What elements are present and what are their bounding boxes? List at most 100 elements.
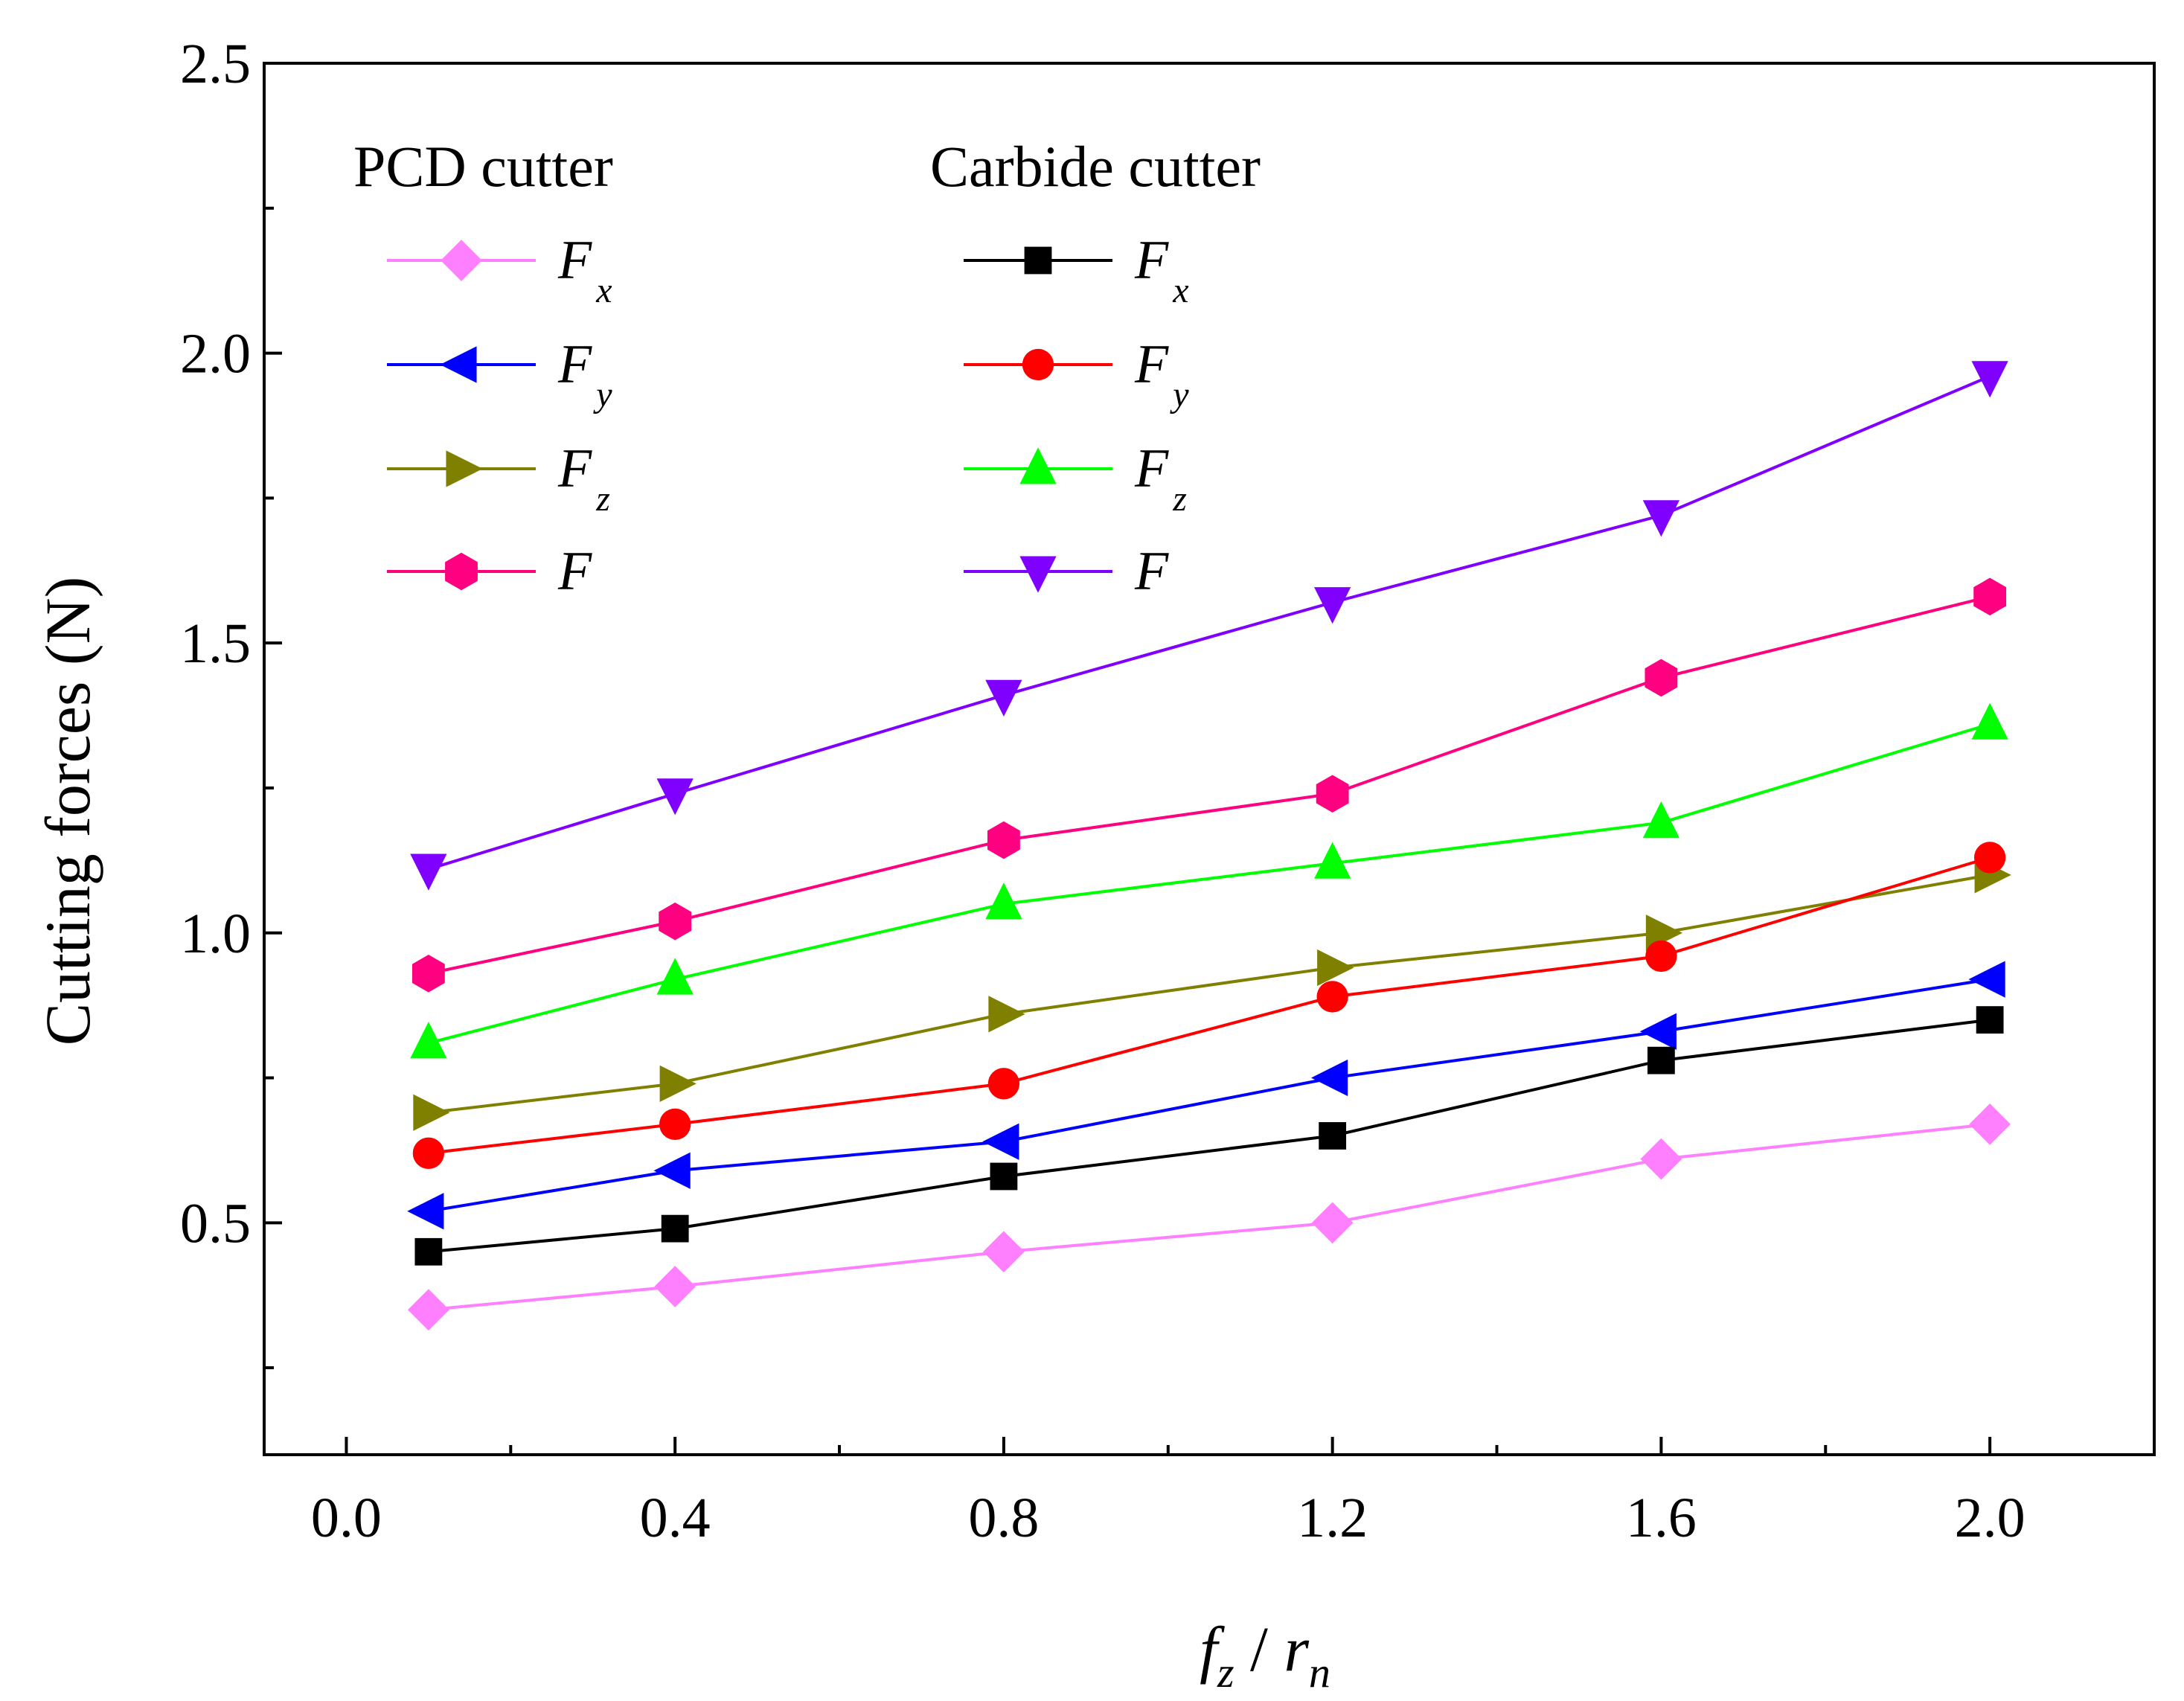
marker-square xyxy=(1319,1122,1347,1150)
x-tick-label: 0.0 xyxy=(311,1487,382,1549)
marker-triangle-left xyxy=(1310,1059,1348,1097)
legend-label-sub: y xyxy=(1169,375,1189,414)
series-carbide-fy xyxy=(412,842,2006,1169)
marker-circle xyxy=(1022,348,1054,381)
marker-diamond xyxy=(983,1231,1025,1273)
series-line xyxy=(428,978,1991,1213)
series-line xyxy=(428,873,1991,1115)
marker-square xyxy=(1976,1006,2004,1034)
axes-group: 0.0 0.4 0.8 1.2 1.6 2.0 0.5 1.0 1.5 2.0 2.5 xyxy=(180,33,2156,1549)
legend-label-main: F xyxy=(557,541,592,602)
legend-label-sub: x xyxy=(595,271,612,310)
series-carbide-fx xyxy=(414,1006,2004,1266)
marker-diamond xyxy=(441,240,482,281)
y-tick-label: 0.5 xyxy=(180,1192,251,1255)
marker-circle xyxy=(1645,940,1677,973)
marker-square xyxy=(990,1162,1018,1191)
marker-square xyxy=(1647,1046,1675,1074)
y-tick-label: 2.0 xyxy=(180,323,251,385)
x-axis-title-sub-n: n xyxy=(1309,1648,1330,1697)
marker-diamond xyxy=(1640,1138,1682,1180)
series-line xyxy=(428,856,1991,1155)
marker-triangle-down xyxy=(985,679,1022,717)
marker-triangle-down xyxy=(656,778,694,816)
legend-heading-carbide: Carbide cutter xyxy=(930,134,1261,199)
marker-diamond xyxy=(1969,1103,2011,1145)
marker-triangle-right xyxy=(1317,949,1354,987)
marker-circle xyxy=(1973,842,2006,874)
marker-triangle-left xyxy=(653,1152,691,1189)
x-axis-title-sep: / xyxy=(1234,1613,1284,1685)
series-line xyxy=(428,723,1991,1045)
series-group xyxy=(407,361,2011,1331)
marker-triangle-left xyxy=(982,1123,1019,1160)
marker-hexagon xyxy=(1973,577,2007,616)
legend-label: F xyxy=(557,541,592,602)
series-line xyxy=(428,374,1991,871)
marker-square xyxy=(661,1214,689,1243)
x-tick-label: 1.6 xyxy=(1626,1487,1697,1549)
marker-hexagon xyxy=(987,821,1020,859)
legend-label-sub: x xyxy=(1172,271,1188,310)
marker-triangle-left xyxy=(1968,961,2005,998)
marker-triangle-left xyxy=(407,1193,444,1230)
marker-triangle-up xyxy=(1019,447,1057,484)
series-pcd-fy xyxy=(407,961,2005,1230)
legend-label-main: F xyxy=(557,334,592,395)
marker-circle xyxy=(987,1068,1020,1100)
legend-label-sub: z xyxy=(1172,479,1187,519)
series-pcd-fz xyxy=(413,856,2011,1131)
legend-item: F xyxy=(964,541,1169,602)
marker-circle xyxy=(659,1108,691,1141)
marker-triangle-up xyxy=(1971,702,2008,740)
x-axis-title: fz / rn xyxy=(1200,1613,1330,1697)
marker-hexagon xyxy=(1645,659,1678,697)
y-tick-label: 1.0 xyxy=(180,903,251,965)
marker-triangle-right xyxy=(988,996,1025,1033)
marker-triangle-up xyxy=(985,882,1022,920)
series-pcd-f xyxy=(411,577,2007,993)
marker-diamond xyxy=(654,1266,696,1307)
x-tick-label: 0.4 xyxy=(640,1487,711,1549)
y-axis-title: Cutting forces (N) xyxy=(32,577,103,1046)
series-line xyxy=(428,1018,1991,1254)
legend-label-main: F xyxy=(1134,334,1169,395)
marker-triangle-right xyxy=(413,1094,450,1131)
legend-label-main: F xyxy=(1134,230,1169,291)
marker-triangle-up xyxy=(1642,801,1680,839)
marker-triangle-right xyxy=(446,450,483,487)
legend-heading-pcd: PCD cutter xyxy=(353,134,613,199)
marker-diamond xyxy=(1311,1202,1354,1244)
marker-triangle-left xyxy=(1639,1013,1677,1050)
legend-item: F xyxy=(387,541,592,602)
marker-hexagon xyxy=(445,552,478,591)
x-tick-label: 0.8 xyxy=(968,1487,1039,1549)
marker-square xyxy=(414,1237,443,1266)
marker-circle xyxy=(1316,981,1348,1013)
legend-label-sub: z xyxy=(595,479,610,519)
series-carbide-f xyxy=(410,361,2008,891)
y-tick-label: 1.5 xyxy=(180,612,251,675)
marker-diamond xyxy=(408,1289,449,1331)
marker-hexagon xyxy=(1316,775,1349,813)
marker-square xyxy=(1024,246,1052,275)
series-line xyxy=(428,595,1991,976)
marker-circle xyxy=(412,1137,445,1169)
legend-label-main: F xyxy=(557,438,592,499)
y-tick-label: 2.5 xyxy=(180,33,251,95)
marker-hexagon xyxy=(659,902,692,941)
axis-titles: Cutting forces (N) fz / rn xyxy=(32,577,1330,1697)
marker-triangle-down xyxy=(1019,556,1057,593)
marker-triangle-up xyxy=(410,1022,447,1059)
